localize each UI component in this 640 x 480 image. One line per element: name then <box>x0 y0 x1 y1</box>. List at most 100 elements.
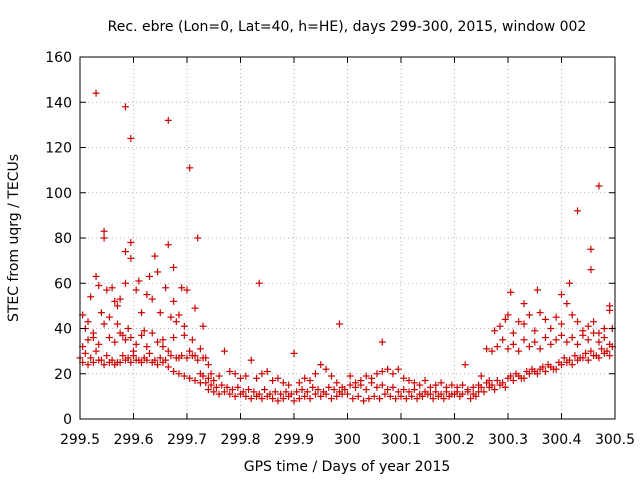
data-point <box>138 358 146 366</box>
data-point <box>148 329 156 337</box>
data-point <box>130 352 137 360</box>
x-tick-label: 299.7 <box>167 432 207 448</box>
data-point <box>445 392 453 400</box>
data-point <box>159 358 167 366</box>
data-point <box>552 313 560 321</box>
data-point <box>167 313 175 321</box>
data-point <box>210 388 218 396</box>
data-point <box>226 367 234 375</box>
data-point <box>175 311 183 319</box>
data-point <box>566 356 574 364</box>
data-point <box>204 374 212 382</box>
data-point <box>501 315 509 323</box>
data-point <box>210 377 218 385</box>
data-point <box>156 354 164 362</box>
data-point <box>327 395 335 403</box>
data-point <box>105 334 113 342</box>
data-point <box>301 374 309 382</box>
data-point <box>271 388 279 396</box>
data-point <box>170 367 178 375</box>
data-point <box>116 358 124 366</box>
data-point <box>100 320 108 328</box>
data-point <box>247 356 255 364</box>
data-point <box>285 392 293 400</box>
data-point <box>84 318 92 326</box>
data-point <box>253 392 261 400</box>
data-point <box>464 388 472 396</box>
data-point <box>558 331 565 339</box>
data-point <box>285 381 293 389</box>
data-point <box>541 367 549 375</box>
data-point <box>303 388 311 396</box>
data-point <box>533 286 541 294</box>
data-point <box>250 388 258 396</box>
data-point <box>360 397 368 405</box>
data-point <box>346 372 354 380</box>
data-point <box>432 381 440 389</box>
data-point <box>111 361 119 369</box>
data-point <box>405 388 413 396</box>
data-point <box>172 318 180 326</box>
data-point <box>164 116 172 124</box>
x-axis-label: GPS time / Days of year 2015 <box>244 459 451 475</box>
data-point <box>311 370 319 378</box>
data-point <box>127 239 135 247</box>
data-point <box>127 334 135 342</box>
data-point <box>536 309 544 317</box>
data-point <box>525 343 533 351</box>
data-point <box>568 334 576 342</box>
data-point <box>127 254 135 262</box>
data-point <box>220 388 228 396</box>
data-point <box>558 320 565 328</box>
data-point <box>400 374 408 382</box>
data-point <box>311 390 319 398</box>
data-point <box>194 356 202 364</box>
x-axis-tick-labels: 299.5 299.6 299.7 299.8 299.9 300 300.1 300.2 30… <box>60 432 635 448</box>
data-point <box>121 356 129 364</box>
data-point <box>571 352 579 360</box>
data-point <box>186 164 194 172</box>
data-point <box>477 383 485 391</box>
data-point <box>344 390 351 398</box>
data-point <box>199 322 207 330</box>
data-point <box>459 381 467 389</box>
data-point <box>258 395 266 403</box>
data-point <box>306 395 314 403</box>
data-point <box>314 386 322 394</box>
data-point <box>590 318 598 326</box>
data-point <box>138 331 146 339</box>
data-point <box>309 383 317 391</box>
data-point <box>231 392 239 400</box>
data-point <box>520 320 528 328</box>
data-point <box>595 182 603 190</box>
data-point <box>574 340 582 348</box>
data-point <box>186 347 194 355</box>
data-point <box>555 358 563 366</box>
data-point <box>432 388 440 396</box>
data-point <box>194 234 202 242</box>
x-tick-label: 299.8 <box>220 432 260 448</box>
data-point <box>536 345 544 353</box>
data-point <box>373 370 381 378</box>
data-point <box>274 397 282 405</box>
data-point <box>606 340 614 348</box>
data-point <box>105 358 113 366</box>
data-point <box>322 390 330 398</box>
data-point <box>504 345 512 353</box>
data-point <box>87 293 95 301</box>
data-point <box>587 245 595 253</box>
data-point <box>253 374 261 382</box>
data-point <box>587 347 595 355</box>
data-point <box>592 352 600 360</box>
data-point <box>196 345 204 353</box>
data-point <box>461 361 469 369</box>
data-point <box>365 395 373 403</box>
data-point <box>376 395 384 403</box>
data-point <box>397 392 405 400</box>
data-point <box>426 383 434 391</box>
data-point <box>237 374 244 382</box>
data-point <box>349 395 357 403</box>
data-point <box>156 309 164 317</box>
data-point <box>220 347 228 355</box>
